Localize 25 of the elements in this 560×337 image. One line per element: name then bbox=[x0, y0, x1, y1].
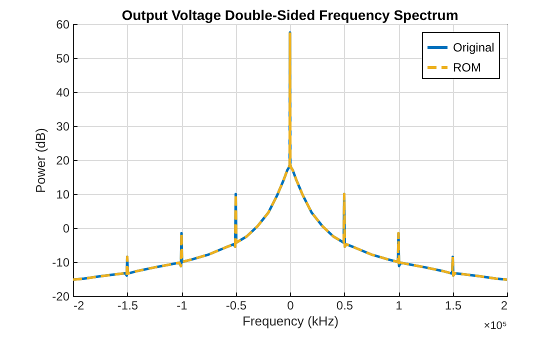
chart-title: Output Voltage Double-Sided Frequency Spectrum bbox=[122, 7, 458, 23]
x-tick-label: 0 bbox=[287, 298, 294, 312]
y-tick-label: 40 bbox=[56, 86, 70, 100]
x-tick-label: -0.5 bbox=[226, 298, 247, 312]
x-tick-label: 1.5 bbox=[444, 298, 462, 312]
y-axis-title: Power (dB) bbox=[33, 128, 48, 194]
x-axis-title: Frequency (kHz) bbox=[242, 314, 339, 328]
y-tick-label: 50 bbox=[56, 52, 70, 66]
line-series bbox=[73, 31, 507, 281]
legend-label: Original bbox=[453, 40, 494, 54]
x-tick-label: -1.5 bbox=[117, 298, 138, 312]
x-tick-label: -2 bbox=[74, 298, 84, 312]
y-tick-label: 20 bbox=[56, 154, 70, 168]
x-tick-label: 1 bbox=[396, 298, 403, 312]
y-tick-label: 0 bbox=[62, 222, 70, 236]
y-tick-label: -10 bbox=[52, 256, 70, 270]
x-tick-label: -1 bbox=[176, 298, 188, 312]
legend-label: ROM bbox=[453, 60, 481, 74]
y-tick-label: 60 bbox=[56, 18, 70, 32]
x-tick-label: 2 bbox=[500, 298, 508, 312]
text: ×10⁵ bbox=[484, 320, 507, 332]
y-tick-label: 10 bbox=[56, 188, 70, 202]
y-tick-label: -20 bbox=[52, 290, 70, 304]
x-tick-label: 0.5 bbox=[336, 298, 354, 312]
y-tick-label: 30 bbox=[56, 120, 70, 134]
